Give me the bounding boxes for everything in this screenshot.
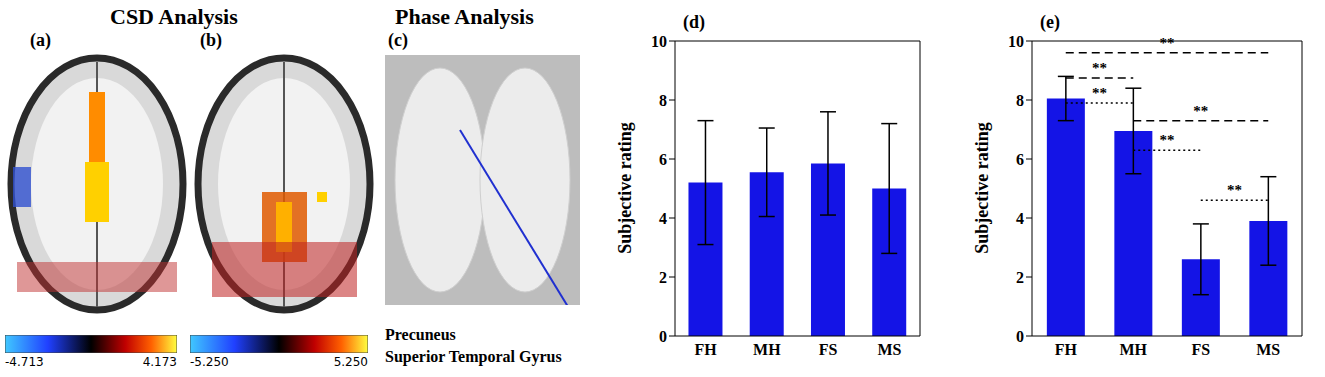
html-text:(e): (e) — [1040, 12, 1060, 32]
svg-text:FH: FH — [1055, 341, 1078, 358]
svg-text:**: ** — [1160, 35, 1175, 51]
html-text:Phase Analysis: Phase Analysis — [395, 4, 534, 29]
svg-text:MH: MH — [1119, 341, 1147, 358]
svg-text:MS: MS — [877, 341, 901, 358]
html-text:CSD Analysis: CSD Analysis — [110, 4, 238, 29]
svg-text:**: ** — [1092, 60, 1107, 76]
svg-text:**: ** — [1160, 132, 1175, 148]
svg-text:10: 10 — [651, 33, 667, 50]
html-text:5.250: 5.250 — [333, 355, 368, 369]
svg-text:6: 6 — [1016, 151, 1024, 168]
svg-text:FH: FH — [695, 341, 718, 358]
html-text:(d): (d) — [683, 12, 705, 32]
html-text:-4.713: -4.713 — [5, 355, 44, 369]
svg-text:**: ** — [1092, 85, 1107, 101]
html-text:Subjective rating: Subjective rating — [971, 122, 992, 254]
svg-text:4: 4 — [659, 210, 667, 227]
html-text:-5.250: -5.250 — [190, 355, 229, 369]
svg-text:0: 0 — [659, 328, 667, 345]
svg-text:MH: MH — [753, 341, 781, 358]
svg-text:2: 2 — [659, 269, 667, 286]
svg-text:FS: FS — [1191, 341, 1210, 358]
svg-text:MS: MS — [1256, 341, 1280, 358]
svg-text:2: 2 — [1016, 269, 1024, 286]
svg-text:8: 8 — [1016, 92, 1024, 109]
html-text:(c): (c) — [388, 30, 408, 50]
html-text:Superior Temporal Gyrus: Superior Temporal Gyrus — [385, 348, 562, 365]
svg-text:**: ** — [1227, 182, 1242, 198]
html-text:(a): (a) — [30, 30, 51, 50]
html-text:Subjective rating: Subjective rating — [614, 122, 635, 254]
html-text:(b): (b) — [200, 30, 222, 50]
svg-text:FS: FS — [819, 341, 838, 358]
svg-text:10: 10 — [1008, 33, 1024, 50]
html-text:4.173: 4.173 — [142, 355, 177, 369]
svg-text:0: 0 — [1016, 328, 1024, 345]
svg-text:8: 8 — [659, 92, 667, 109]
svg-text:6: 6 — [659, 151, 667, 168]
html-text:Precuneus: Precuneus — [385, 326, 456, 343]
svg-text:**: ** — [1193, 103, 1208, 119]
svg-text:4: 4 — [1016, 210, 1024, 227]
